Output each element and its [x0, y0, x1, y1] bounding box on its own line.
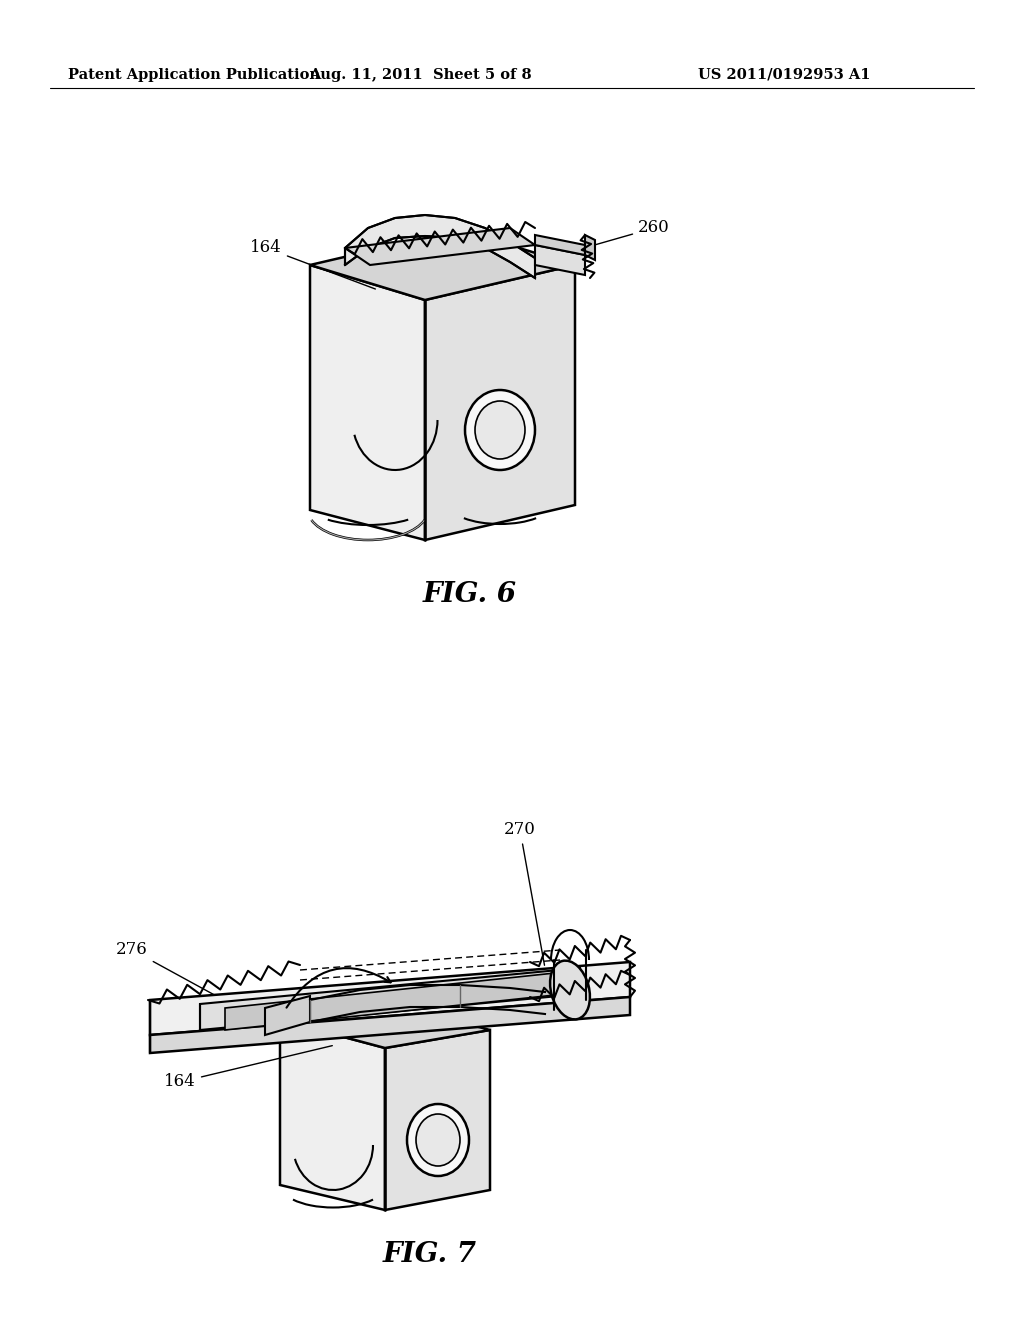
Polygon shape: [225, 973, 555, 1030]
Text: Patent Application Publication: Patent Application Publication: [68, 69, 319, 82]
Ellipse shape: [407, 1104, 469, 1176]
Polygon shape: [535, 235, 585, 255]
Polygon shape: [425, 265, 575, 540]
Polygon shape: [345, 215, 535, 279]
Polygon shape: [310, 265, 425, 540]
Ellipse shape: [465, 389, 535, 470]
Polygon shape: [265, 997, 310, 1035]
Ellipse shape: [475, 401, 525, 459]
Polygon shape: [345, 228, 535, 265]
Text: US 2011/0192953 A1: US 2011/0192953 A1: [697, 69, 870, 82]
Polygon shape: [385, 1030, 490, 1210]
Text: 164: 164: [250, 239, 376, 289]
Text: FIG. 6: FIG. 6: [423, 582, 517, 609]
Polygon shape: [280, 1002, 490, 1048]
Text: 260: 260: [572, 219, 670, 251]
Polygon shape: [535, 246, 585, 275]
Polygon shape: [150, 962, 630, 1035]
Polygon shape: [150, 997, 630, 1053]
Polygon shape: [310, 230, 575, 300]
Text: 164: 164: [164, 1045, 333, 1090]
Polygon shape: [585, 235, 595, 260]
Text: FIG. 7: FIG. 7: [383, 1242, 477, 1269]
Text: 276: 276: [117, 941, 217, 997]
Ellipse shape: [550, 961, 590, 1019]
Text: Aug. 11, 2011  Sheet 5 of 8: Aug. 11, 2011 Sheet 5 of 8: [308, 69, 531, 82]
Ellipse shape: [416, 1114, 460, 1166]
Text: 270: 270: [504, 821, 545, 965]
Polygon shape: [280, 1020, 385, 1210]
Polygon shape: [200, 968, 580, 1030]
